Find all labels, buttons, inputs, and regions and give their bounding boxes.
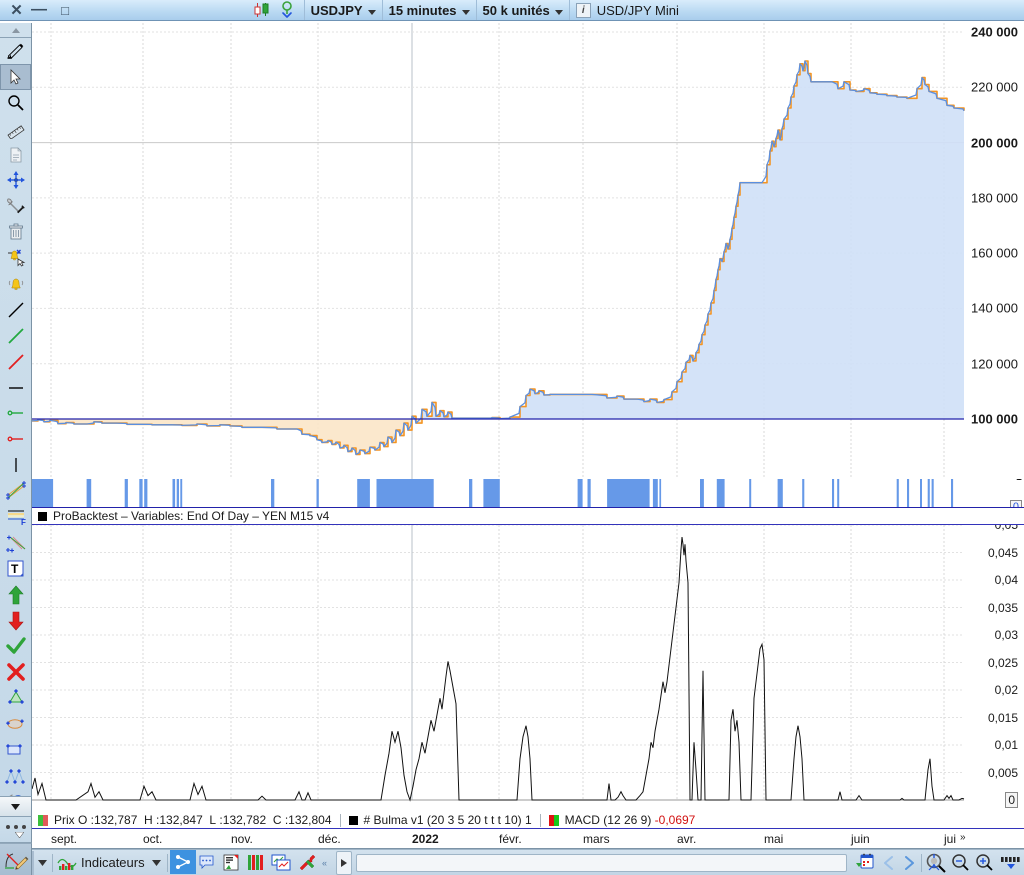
svg-text:«: « [322, 858, 327, 868]
svg-text:F: F [21, 518, 26, 526]
svg-text:T: T [11, 562, 19, 576]
